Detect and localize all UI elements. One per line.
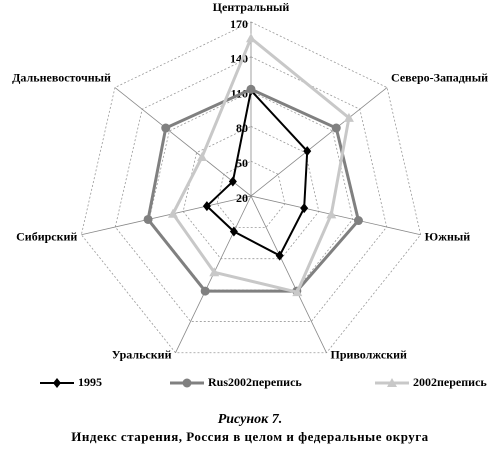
grid-ring [80,21,422,354]
legend-label: 2002перепись [413,375,487,389]
figure-label: Рисунок 7. [218,412,283,427]
legend-label: Rus2002перепись [208,375,302,389]
category-label: Сибирский [16,229,77,243]
marker [200,286,210,296]
marker [292,287,303,297]
category-label: Дальневосточный [12,70,111,84]
marker [326,209,337,219]
grid-ring [182,125,320,260]
marker [161,123,171,133]
category-label: Центральный [213,0,290,14]
category-label: Северо-Западный [391,70,488,84]
marker [197,151,208,161]
marker [246,84,256,94]
marker [53,378,61,388]
axis-line [250,195,327,353]
axis-line [250,195,421,236]
marker [229,226,238,237]
category-label: Уральский [112,348,172,362]
axis-line [114,87,252,197]
tick-label: 170 [230,17,248,31]
series-line [146,87,361,293]
marker [303,146,312,157]
marker [246,33,256,43]
tick-label: 20 [236,191,248,205]
category-label: Приволжский [330,348,407,362]
grid-ring [216,160,286,228]
marker [300,203,309,214]
marker [275,250,284,261]
marker [353,216,363,226]
marker [202,201,211,212]
marker [209,267,220,277]
axis-line [81,195,252,236]
category-label: Южный [425,229,471,243]
tick-label: 50 [236,156,248,170]
series-line [205,88,309,257]
marker [167,208,178,218]
chart-title: Индекс старения, Россия в целом и федера… [71,429,428,444]
marker [387,378,397,387]
grid-ring [114,56,388,322]
marker [343,112,354,122]
marker [331,123,341,133]
axis-line [250,87,388,197]
series-line [171,35,351,294]
legend-label: 1995 [78,375,102,389]
marker [143,214,153,224]
marker [182,378,192,388]
marker [228,176,237,187]
